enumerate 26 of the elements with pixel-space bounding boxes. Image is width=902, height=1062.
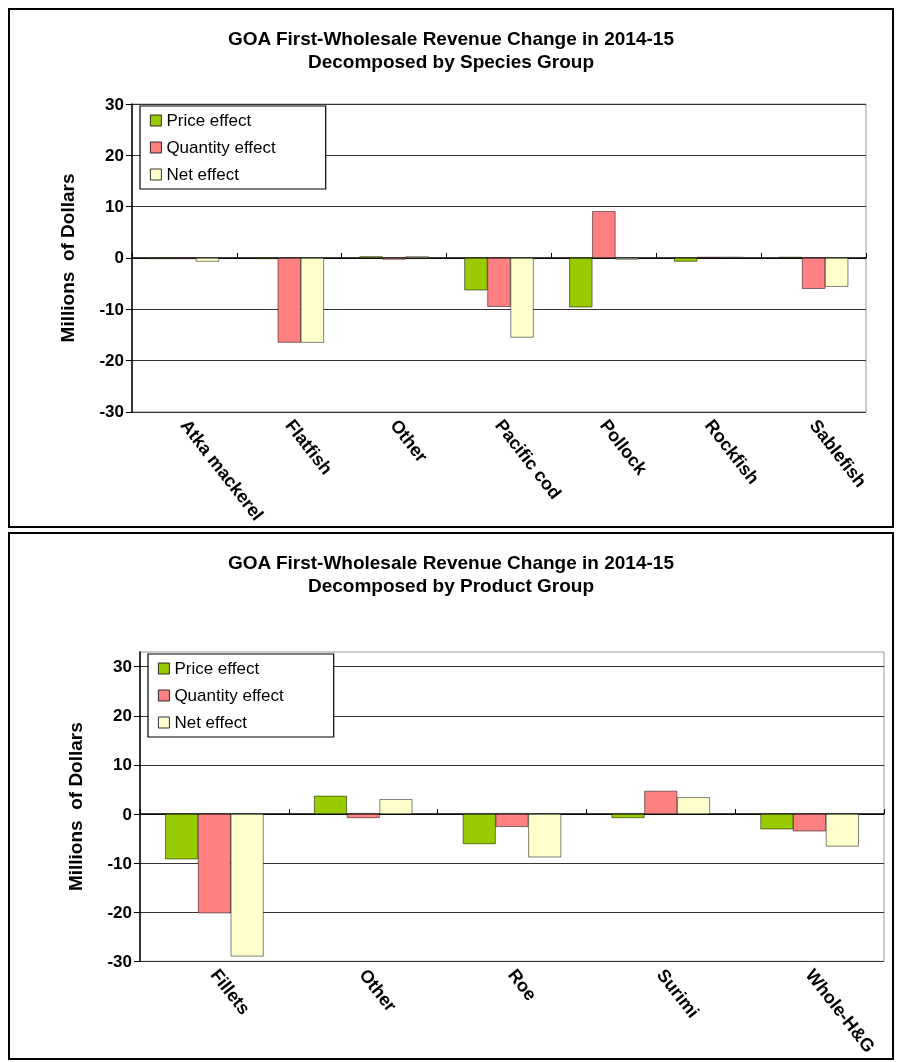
y-tick-label: 30: [105, 94, 124, 114]
y-axis-title: Millions of Dollars: [65, 722, 86, 892]
y-tick-label: 20: [113, 706, 132, 726]
y-axis-title: Millions of Dollars: [57, 173, 78, 343]
y-tick-label: 0: [114, 248, 124, 268]
chart-subtitle: Decomposed by Product Group: [307, 575, 595, 596]
chart-subtitle: Decomposed by Species Group: [307, 51, 595, 72]
chart-title: GOA First-Wholesale Revenue Change in 2014-15: [228, 552, 675, 573]
y-tick-label: -10: [107, 853, 132, 873]
legend-label: Quantity effect: [174, 686, 284, 705]
legend-label: Price effect: [166, 111, 252, 130]
y-tick-label: 0: [122, 804, 132, 824]
y-tick-label: 10: [105, 197, 124, 217]
legend-label: Net effect: [166, 165, 240, 184]
chart-title: GOA First-Wholesale Revenue Change in 2014-15: [228, 28, 675, 49]
y-tick-label: 10: [113, 755, 132, 775]
legend-label: Net effect: [174, 713, 248, 732]
y-tick-label: -30: [99, 402, 124, 422]
legend-label: Quantity effect: [166, 138, 276, 157]
y-tick-label: -30: [107, 951, 132, 971]
y-tick-label: 30: [113, 657, 132, 677]
y-tick-label: 20: [105, 145, 124, 165]
y-tick-label: -20: [107, 902, 132, 922]
legend-label: Price effect: [174, 659, 260, 678]
y-tick-label: -10: [99, 299, 124, 319]
y-tick-label: -20: [99, 351, 124, 371]
